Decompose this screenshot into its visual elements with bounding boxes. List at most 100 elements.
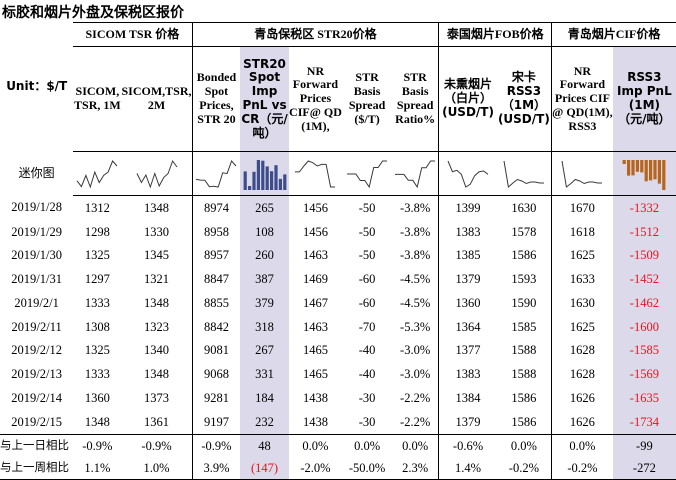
value-cell: -5.3% [400,319,431,334]
table-row: 2019/2/12 1325 1340 9081 267 1465 -40 -3.0% 1377… [0,338,676,363]
value-cell: -1452 [612,267,676,292]
sparkline-bar [282,173,286,190]
sparkline-line [447,160,489,188]
comparison-cell: 0.0% [342,433,392,457]
sparkline-bar [622,159,627,164]
value-cell: 1465 [302,367,328,382]
value-cell: 9281 [191,386,241,411]
value-cell: 1308 [84,319,110,334]
value-cell: 8974 [191,195,241,220]
value-cell: 232 [240,410,289,435]
value-cell: -3.8% [400,224,431,239]
comparison-label: 与上一周相比 [0,456,74,480]
sparkline-line [503,160,544,188]
comparison-cell: -272 [612,456,676,480]
value-cell: -1600 [612,314,676,339]
table-row: 2019/2/13 1333 1348 9068 331 1465 -40 -3.0% 1383… [0,362,676,387]
table-row: 2019/1/28 1312 1348 8974 265 1456 -50 -3.8% 1399… [0,195,676,220]
sparkline-bar [265,165,269,190]
value-cell: 1438 [302,391,328,406]
value-cell: 1626 [551,386,613,411]
value-cell: 1377 [438,338,497,363]
sparkline-cell [551,151,613,196]
date-cell: 2019/1/29 [11,224,62,239]
comparison-cell: -0.6% [438,433,497,457]
value-cell: -30 [358,414,376,429]
value-cell: 9197 [191,410,241,435]
value-cell: -4.5% [400,295,431,310]
column-header-11: RSS3 Imp PnL (1M) （元/吨） [612,46,676,152]
date-cell: 2019/1/28 [11,200,62,215]
comparison-cell: 48 [240,433,289,457]
group-bonded: 青岛保税区 STR20价格 [191,22,439,47]
value-cell: 1593 [511,272,537,287]
comparison-cell: -99 [612,433,676,457]
date-cell: 2019/2/1 [14,295,59,310]
date-cell: 2019/1/31 [11,272,62,287]
value-cell: 1297 [84,272,110,287]
column-header-5: NR Forward Prices CIF@ QD (1M), [288,46,343,152]
value-cell: 108 [240,219,289,244]
value-cell: 1586 [511,391,537,406]
sparkline [347,160,388,188]
value-cell: 387 [240,267,289,292]
date-cell: 2019/2/15 [11,414,62,429]
value-cell: 1585 [511,319,537,334]
value-cell: -1569 [612,362,676,387]
date-cell: 2019/2/12 [11,343,62,358]
group-cif: 青岛烟片CIF价格 [551,22,676,47]
sparkline-bar [662,159,666,190]
sparkline [503,160,544,188]
value-cell: -1635 [612,386,676,411]
sparkline-bar [260,160,264,190]
value-cell: 1630 [551,291,613,315]
value-cell: 1578 [511,224,537,239]
comparison-row: 与上一周相比 1.1% 1.0% 3.9% (147) -2.0% -50.0% 2.3% 1.… [0,456,676,480]
sparkline-bar [644,159,649,181]
value-cell: 1348 [144,295,169,310]
sparkline-cell [240,151,289,196]
sparkline-bar [653,159,657,179]
comparison-cell: -0.9% [191,433,241,457]
sparkline [295,159,336,187]
value-cell: 1469 [302,272,328,287]
table-row: 2019/2/11 1308 1323 8842 318 1463 -70 -5.3% 1364… [0,314,676,339]
value-cell: 8847 [191,267,241,292]
value-cell: 1628 [551,362,613,387]
sparkline-bar [251,171,256,190]
value-cell: 1590 [511,295,537,310]
unit-header: Unit：$/T [6,79,68,94]
value-cell: -1332 [612,195,676,220]
value-cell: 1325 [84,248,110,263]
sparkline [136,159,177,189]
sparkline-bar [278,178,282,190]
value-cell: 1321 [144,272,169,287]
value-cell: 1467 [302,295,328,310]
sparkline-cell [288,151,343,196]
sparkline [76,159,118,189]
column-header-2: SICOM,TSR, 2M [121,46,193,152]
value-cell: 1383 [438,362,497,387]
comparison-cell: -2.0% [288,456,343,480]
value-cell: -2.2% [400,414,431,429]
date-cell: 2019/1/30 [11,248,62,263]
value-cell: 1625 [551,314,613,339]
table-row: 2019/1/31 1297 1321 8847 387 1469 -60 -4.5% 1379… [0,267,676,292]
sparkline-bar [640,159,644,172]
sparkline-cell [438,151,497,196]
value-cell: 1340 [144,343,169,358]
value-cell: 1670 [551,195,613,220]
value-cell: 1330 [144,224,169,239]
value-cell: 1325 [84,343,110,358]
comparison-cell: 2.3% [391,456,439,480]
value-cell: 1348 [144,200,169,215]
sparkline-label: 迷你图 [18,165,55,180]
sparkline [196,159,237,188]
sparkline [622,159,666,190]
value-cell: 9081 [191,338,241,363]
column-header-6: STR Basis Spread ($/T) [342,46,392,152]
value-cell: 1463 [302,319,328,334]
value-cell: -40 [358,367,376,382]
value-cell: 9068 [191,362,241,387]
value-cell: 1438 [302,414,328,429]
